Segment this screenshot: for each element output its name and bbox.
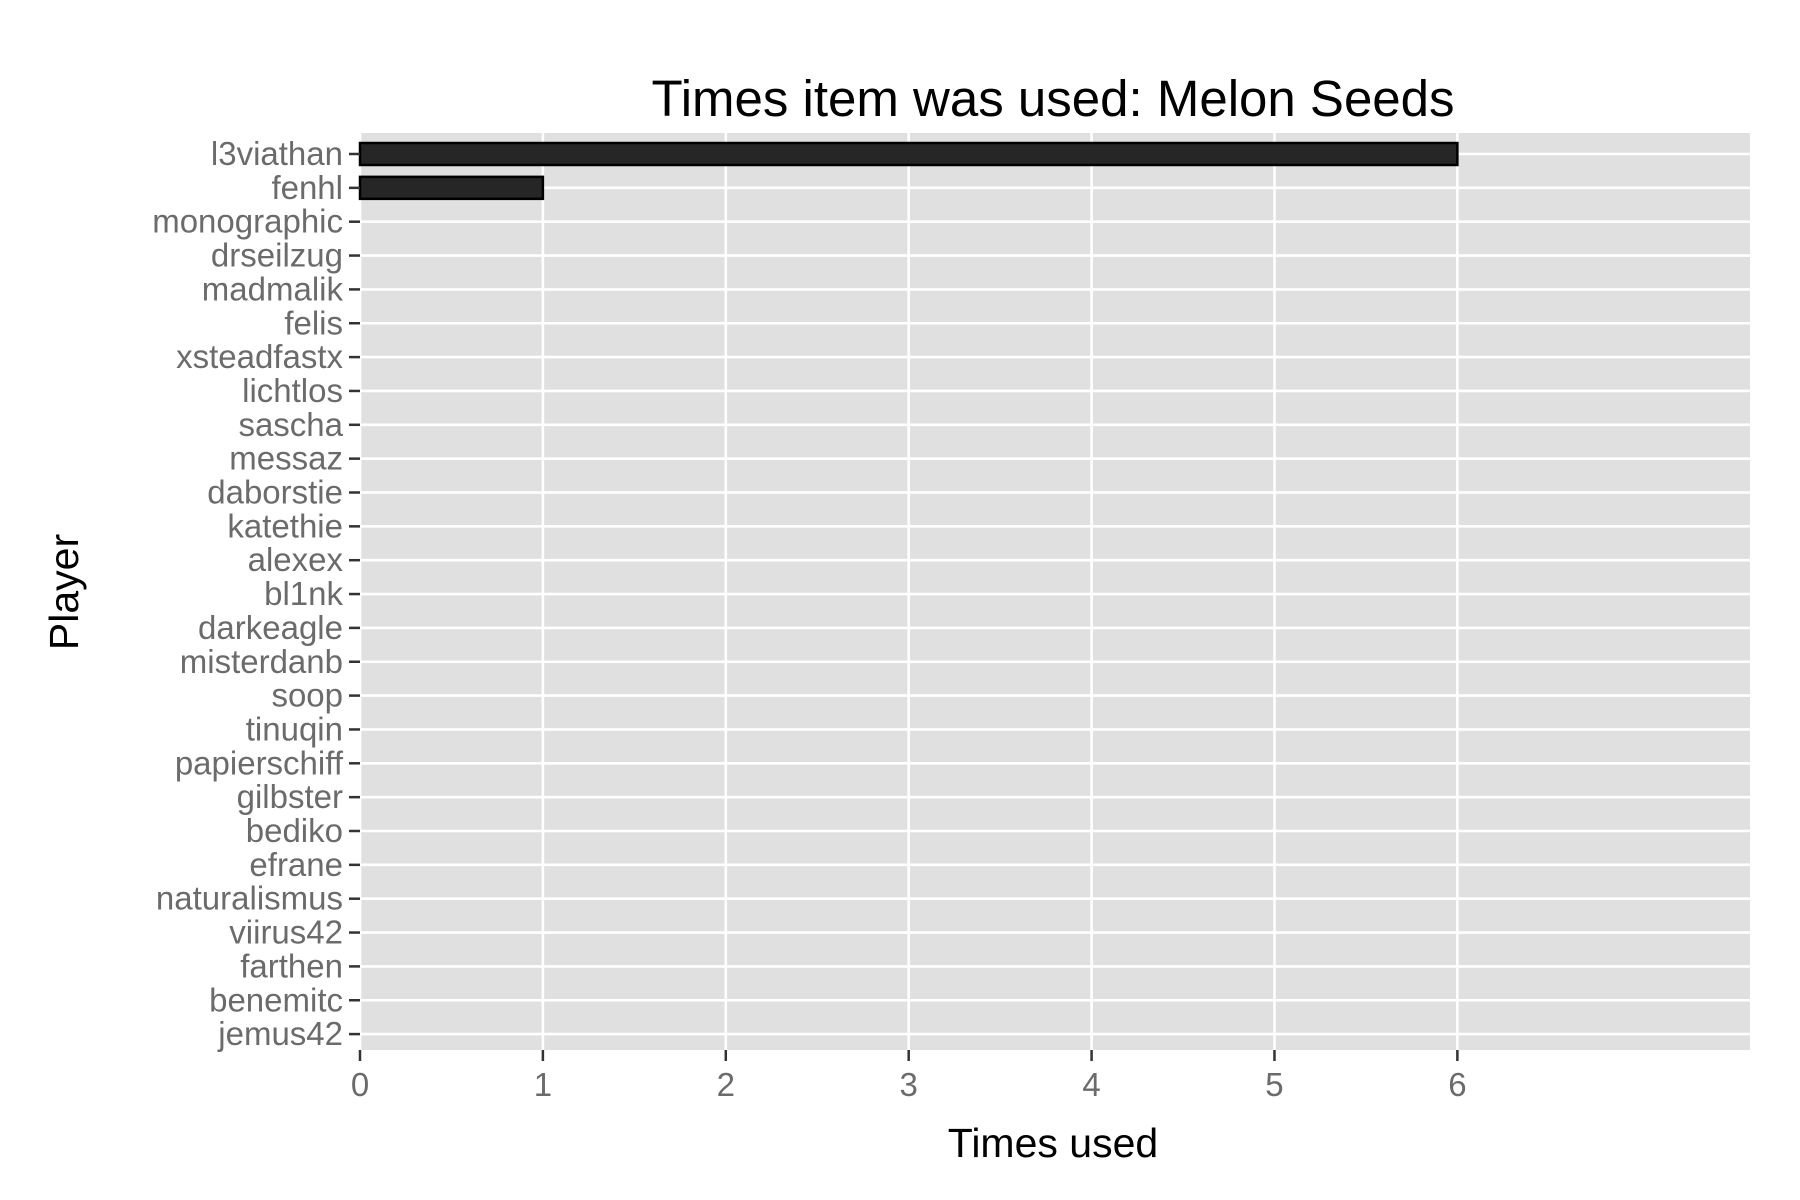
x-tick-label: 5 bbox=[1265, 1066, 1283, 1103]
y-tick-label: benemitc bbox=[209, 981, 343, 1018]
x-tick-label: 0 bbox=[351, 1066, 369, 1103]
x-axis-title: Times used bbox=[948, 1120, 1158, 1166]
y-tick-label: farthen bbox=[240, 947, 343, 984]
x-tick-label: 2 bbox=[717, 1066, 735, 1103]
y-tick-label: papierschiff bbox=[175, 744, 344, 781]
y-tick-label: daborstie bbox=[207, 474, 343, 511]
y-tick-label: xsteadfastx bbox=[176, 338, 343, 375]
bar-l3viathan bbox=[358, 141, 1459, 167]
y-tick-label: darkeagle bbox=[198, 609, 343, 646]
x-tick-label: 3 bbox=[900, 1066, 918, 1103]
y-tick-label: soop bbox=[271, 677, 343, 714]
x-tick-label: 6 bbox=[1448, 1066, 1466, 1103]
x-tick-label: 4 bbox=[1082, 1066, 1100, 1103]
y-tick-label: katethie bbox=[227, 507, 343, 544]
chart-title: Times item was used: Melon Seeds bbox=[651, 70, 1454, 127]
y-tick-label: jemus42 bbox=[217, 1015, 343, 1052]
vertical-gridlines bbox=[358, 133, 1459, 1050]
y-tick-label: misterdanb bbox=[180, 643, 343, 680]
y-axis-title: Player bbox=[41, 534, 87, 650]
y-tick-label: sascha bbox=[238, 406, 343, 443]
y-axis: l3viathanfenhlmonographicdrseilzugmadmal… bbox=[152, 135, 360, 1052]
y-tick-label: alexex bbox=[248, 541, 344, 578]
y-tick-label: drseilzug bbox=[211, 237, 343, 274]
y-tick-label: viirus42 bbox=[229, 914, 343, 951]
y-tick-label: messaz bbox=[229, 440, 343, 477]
y-tick-label: bediko bbox=[246, 812, 343, 849]
y-tick-label: lichtlos bbox=[242, 372, 343, 409]
x-tick-label: 1 bbox=[534, 1066, 552, 1103]
y-tick-label: gilbster bbox=[237, 778, 343, 815]
y-tick-label: l3viathan bbox=[211, 135, 343, 172]
plot-panel bbox=[360, 133, 1750, 1050]
y-tick-label: fenhl bbox=[271, 169, 343, 206]
y-tick-label: naturalismus bbox=[156, 880, 343, 917]
y-tick-label: monographic bbox=[152, 203, 343, 240]
y-tick-label: tinuqin bbox=[246, 710, 343, 747]
y-tick-label: felis bbox=[284, 304, 343, 341]
horizontal-gridlines bbox=[360, 152, 1750, 1036]
x-axis: 0 1 2 3 4 5 6 bbox=[351, 1050, 1467, 1103]
y-tick-label: bl1nk bbox=[264, 575, 343, 612]
bar-fenhl bbox=[358, 175, 545, 201]
y-tick-label: efrane bbox=[249, 846, 343, 883]
y-tick-label: madmalik bbox=[202, 270, 344, 307]
